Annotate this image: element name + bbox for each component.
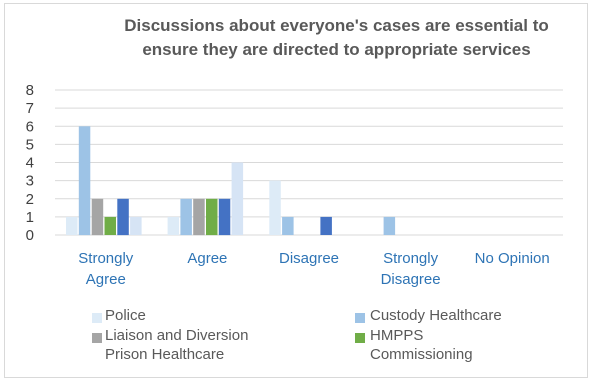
y-tick-label: 2 [26,191,34,208]
bar [91,198,104,236]
bar [66,216,78,235]
bar [180,198,192,236]
x-category-label: Disagree [381,271,441,288]
y-tick-label: 8 [26,82,34,99]
chart-title-line-2: ensure they are directed to appropriate … [142,40,531,59]
chart-title: Discussions about everyone's cases are e… [0,14,593,62]
y-tick-label: 1 [26,209,34,226]
chart-title-line-1: Discussions about everyone's cases are e… [124,16,549,35]
y-tick-label: 0 [26,227,34,244]
bar [383,216,396,235]
x-category-label: Strongly [383,250,439,267]
bar [218,198,231,236]
bar [167,216,180,235]
y-tick-label: 6 [26,118,34,135]
y-tick-label: 4 [26,155,34,172]
x-category-label: Agree [86,271,126,288]
bar [78,126,91,236]
bar [117,198,129,236]
bar [320,216,332,235]
bar [231,162,244,235]
x-category-label: Disagree [279,250,339,267]
x-category-label: Agree [187,250,227,267]
bar [130,216,142,235]
bar [104,216,116,235]
bar [206,198,218,236]
bar [282,216,294,235]
bar [269,180,281,235]
x-category-label: Strongly [78,250,134,267]
y-tick-label: 5 [26,136,34,153]
bar [193,198,205,236]
y-tick-label: 3 [26,173,34,190]
x-category-label: No Opinion [475,250,550,267]
y-tick-label: 7 [26,100,34,117]
